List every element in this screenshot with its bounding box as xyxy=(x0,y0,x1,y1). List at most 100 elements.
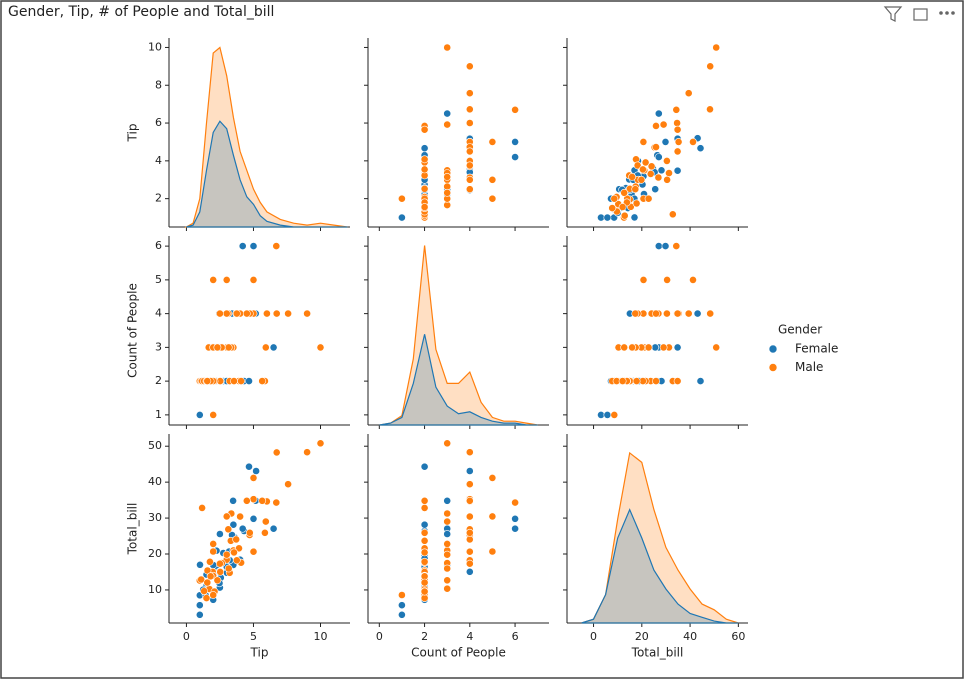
scatter-point xyxy=(511,105,519,114)
scatter-point xyxy=(644,194,653,203)
scatter-point xyxy=(236,512,244,521)
scatter-point xyxy=(661,137,670,146)
more-icon[interactable] xyxy=(951,11,955,15)
scatter-point xyxy=(443,517,452,526)
scatter-point xyxy=(647,162,656,171)
scatter-point xyxy=(465,559,474,568)
scatter-point xyxy=(618,377,627,385)
scatter-point xyxy=(465,567,474,576)
scatter-point xyxy=(420,536,429,545)
y-tick-label: 1 xyxy=(155,408,162,421)
scatter-point xyxy=(261,517,270,526)
scatter-point xyxy=(511,153,519,161)
visual-title: Gender, Tip, # of People and Total_bill xyxy=(8,4,274,20)
scatter-point xyxy=(465,89,474,98)
scatter-point xyxy=(203,377,212,385)
scatter-point xyxy=(684,89,693,98)
scatter-point xyxy=(673,119,681,127)
scatter-point xyxy=(706,62,715,71)
scatter-point xyxy=(230,548,238,557)
y-tick-label: 4 xyxy=(155,307,162,320)
focus-icon[interactable] xyxy=(913,8,928,21)
scatter-point xyxy=(668,210,677,219)
scatter-point xyxy=(198,503,206,512)
scatter-point xyxy=(465,119,474,127)
scatter-point xyxy=(511,514,519,523)
x-tick-label: 40 xyxy=(683,630,697,643)
scatter-point xyxy=(222,550,231,559)
scatter-point xyxy=(632,377,641,385)
scatter-point xyxy=(661,242,670,250)
scatter-point xyxy=(646,169,655,178)
legend-marker xyxy=(768,363,778,372)
scatter-point xyxy=(222,275,231,284)
scatter-point xyxy=(420,125,429,134)
scatter-point xyxy=(229,520,238,529)
scatter-point xyxy=(672,242,681,250)
y-axis-label: Tip xyxy=(126,124,140,143)
scatter-point xyxy=(632,199,641,208)
scatter-point xyxy=(631,185,640,194)
scatter-point xyxy=(209,410,218,419)
scatter-point xyxy=(260,528,269,537)
scatter-point xyxy=(465,496,474,505)
scatter-point xyxy=(232,535,241,544)
scatter-point xyxy=(689,275,697,284)
scatter-point xyxy=(488,194,497,203)
scatter-point xyxy=(245,462,253,471)
scatter-point xyxy=(269,524,278,533)
scatter-point xyxy=(465,448,474,457)
scatter-point xyxy=(420,144,429,153)
scatter-point xyxy=(665,169,673,177)
scatter-point xyxy=(272,242,281,250)
scatter-point xyxy=(641,158,650,167)
scatter-point xyxy=(420,587,429,596)
scatter-point xyxy=(651,185,660,194)
scatter-point xyxy=(272,498,281,507)
scatter-point xyxy=(420,503,429,512)
scatter-point xyxy=(465,467,474,475)
scatter-point xyxy=(657,166,666,175)
scatter-point xyxy=(706,309,715,318)
scatter-point xyxy=(249,547,258,556)
legend-label: Male xyxy=(795,360,823,374)
more-icon[interactable] xyxy=(939,11,943,15)
scatter-point xyxy=(631,309,640,318)
y-tick-label: 6 xyxy=(155,239,162,252)
y-tick-label: 2 xyxy=(155,374,162,387)
scatter-point xyxy=(420,578,429,587)
scatter-point xyxy=(663,175,671,184)
y-tick-label: 10 xyxy=(148,583,162,596)
y-tick-label: 5 xyxy=(155,273,162,286)
scatter-point xyxy=(443,550,452,559)
scatter-point xyxy=(603,410,612,419)
scatter-point xyxy=(397,213,406,222)
scatter-point xyxy=(196,560,204,569)
filter-icon[interactable] xyxy=(883,6,903,22)
scatter-point xyxy=(443,509,452,518)
scatter-point xyxy=(654,173,663,182)
scatter-point xyxy=(443,109,452,118)
scatter-point xyxy=(620,211,629,220)
kde-area xyxy=(379,245,538,426)
scatter-point xyxy=(197,575,206,584)
x-axis-label: Tip xyxy=(250,646,269,660)
header-icons[interactable] xyxy=(883,6,955,22)
scatter-point xyxy=(659,343,668,352)
scatter-point xyxy=(511,498,519,507)
scatter-point xyxy=(316,439,325,448)
x-tick-label: 60 xyxy=(731,630,745,643)
scatter-point xyxy=(465,62,474,71)
scatter-point xyxy=(633,161,642,170)
scatter-point xyxy=(488,473,497,482)
scatter-point xyxy=(652,143,660,151)
scatter-point xyxy=(272,309,281,318)
scatter-point xyxy=(465,175,474,184)
scatter-point xyxy=(443,564,452,573)
scatter-point xyxy=(420,528,429,537)
scatter-point xyxy=(488,137,497,146)
more-icon[interactable] xyxy=(945,11,949,15)
x-tick-label: 20 xyxy=(635,630,649,643)
